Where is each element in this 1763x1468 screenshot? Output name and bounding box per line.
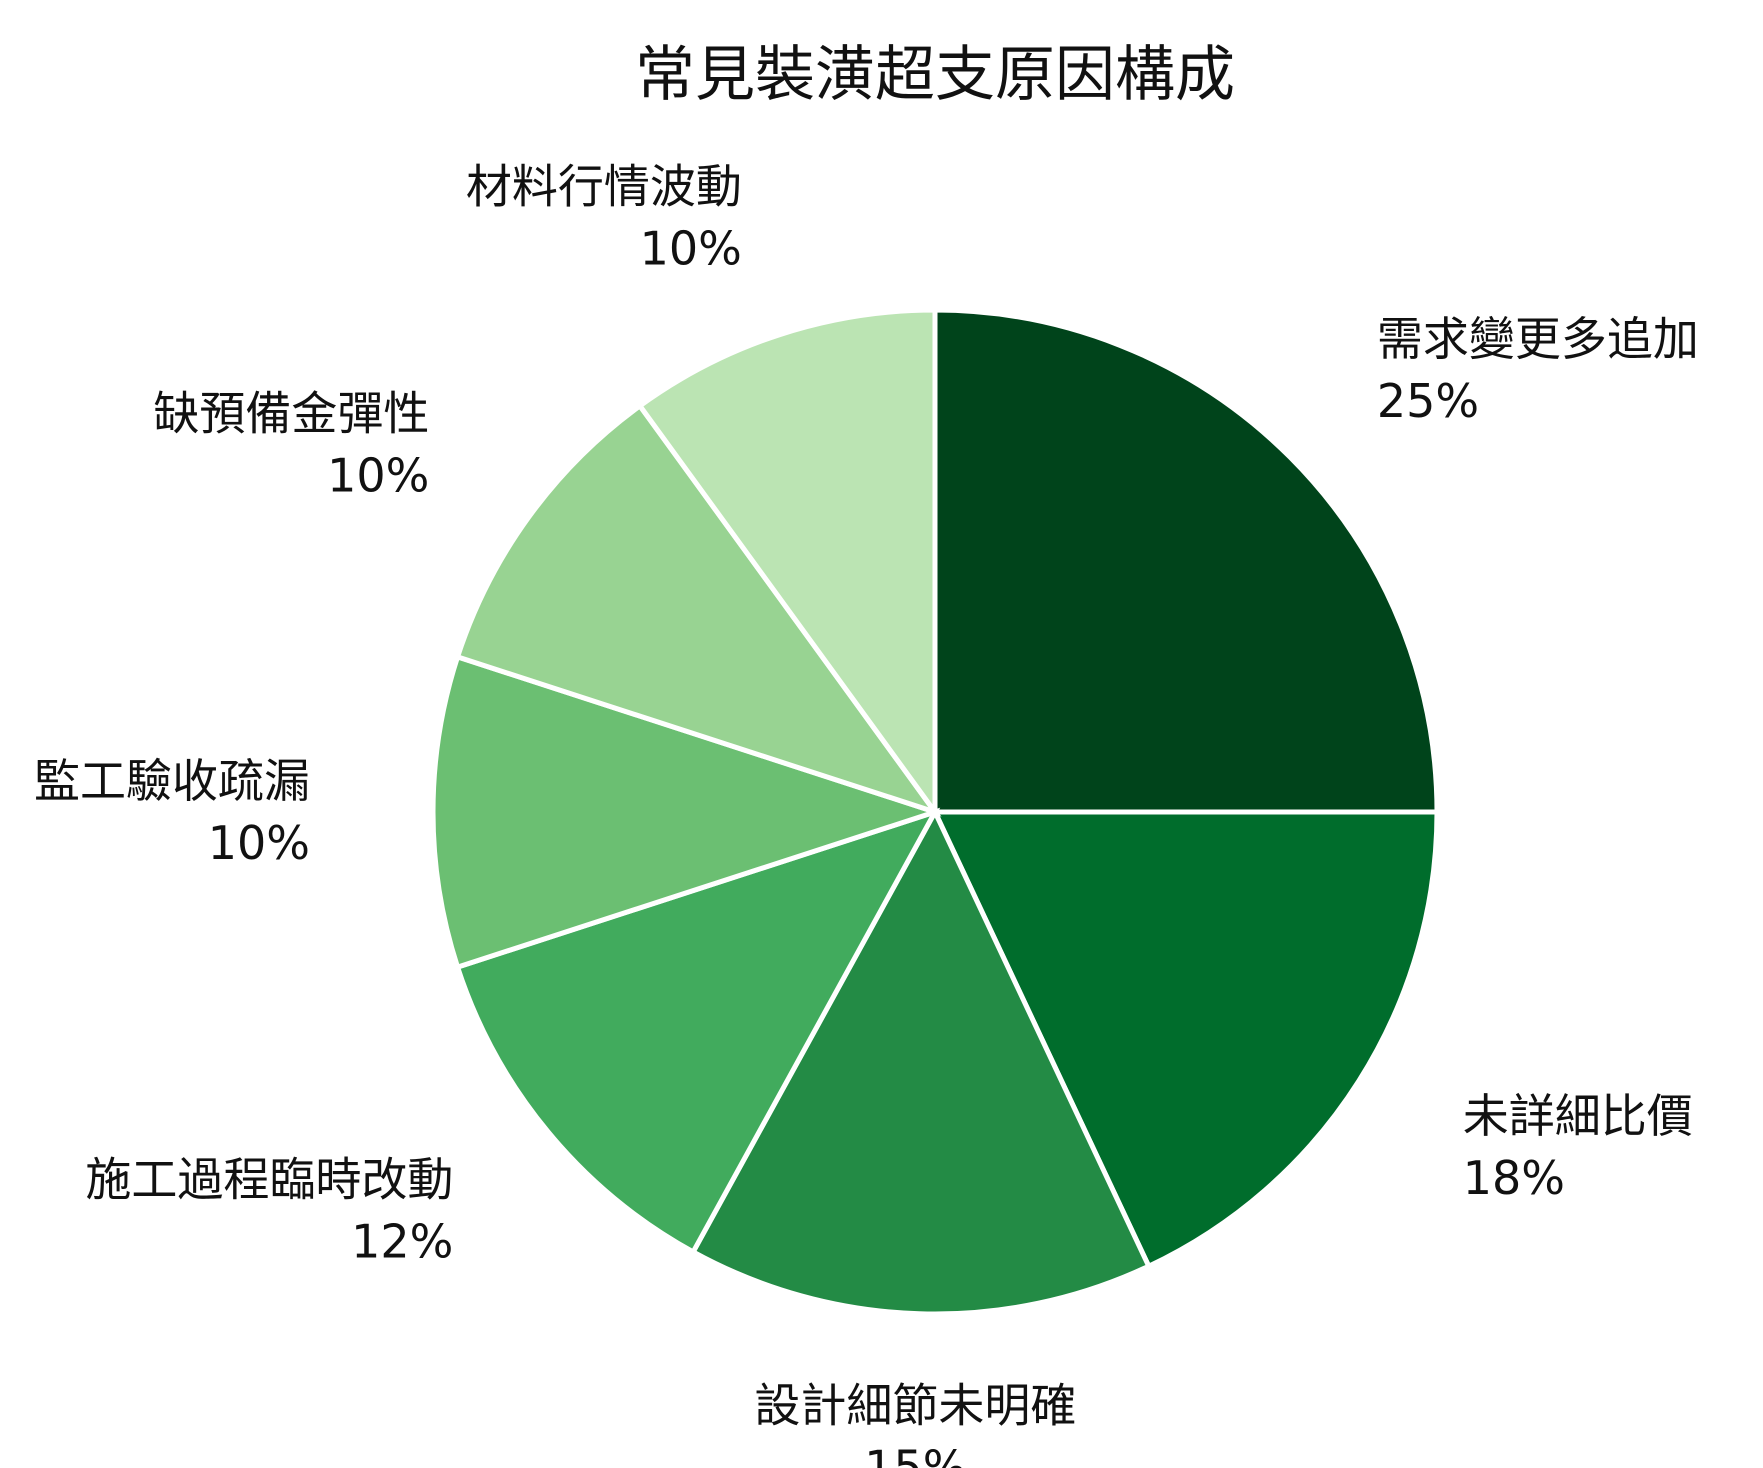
slice-name-3: 施工過程臨時改動 [85, 1152, 453, 1206]
pie-slice-2 [689, 806, 1153, 1317]
slice-value-1: 18% [1463, 1151, 1565, 1205]
slice-label-0: 需求變更多追加 25% [1377, 312, 1699, 428]
chart-title: 常見裝潢超支原因構成 [635, 40, 1235, 110]
pie-slice-6 [636, 307, 938, 820]
pie-slice-0 [932, 307, 1440, 815]
slice-value-5: 10% [327, 449, 429, 503]
pie-slice-4 [430, 653, 944, 971]
slice-label-3: 施工過程臨時改動 12% [85, 1152, 453, 1268]
slice-name-1: 未詳細比價 [1463, 1089, 1693, 1143]
pie-slice-3 [454, 807, 941, 1256]
slice-value-3: 12% [351, 1214, 453, 1268]
slice-value-2: 15% [864, 1441, 966, 1468]
slice-name-4: 監工驗收疏漏 [34, 754, 310, 808]
slice-name-0: 需求變更多追加 [1377, 312, 1699, 366]
pie-slice-1 [931, 809, 1440, 1270]
slice-label-4: 監工驗收疏漏 10% [34, 754, 310, 870]
slice-value-0: 25% [1377, 374, 1479, 428]
slice-name-2: 設計細節未明確 [754, 1379, 1076, 1433]
pie-labels: 需求變更多追加 25% 未詳細比價 18% 設計細節未明確 15% 施工過程臨時改動 12% 監… [34, 160, 1699, 1468]
pie-slices [430, 307, 1440, 1317]
slice-label-5: 缺預備金彈性 10% [153, 387, 429, 503]
slice-value-4: 10% [208, 816, 310, 870]
slice-label-2: 設計細節未明確 15% [754, 1379, 1076, 1468]
slice-label-6: 材料行情波動 10% [466, 160, 742, 276]
slice-name-6: 材料行情波動 [466, 160, 742, 214]
slice-value-6: 10% [640, 222, 742, 276]
slice-label-1: 未詳細比價 18% [1463, 1089, 1693, 1205]
pie-slice-5 [454, 402, 942, 817]
slice-name-5: 缺預備金彈性 [153, 387, 429, 441]
